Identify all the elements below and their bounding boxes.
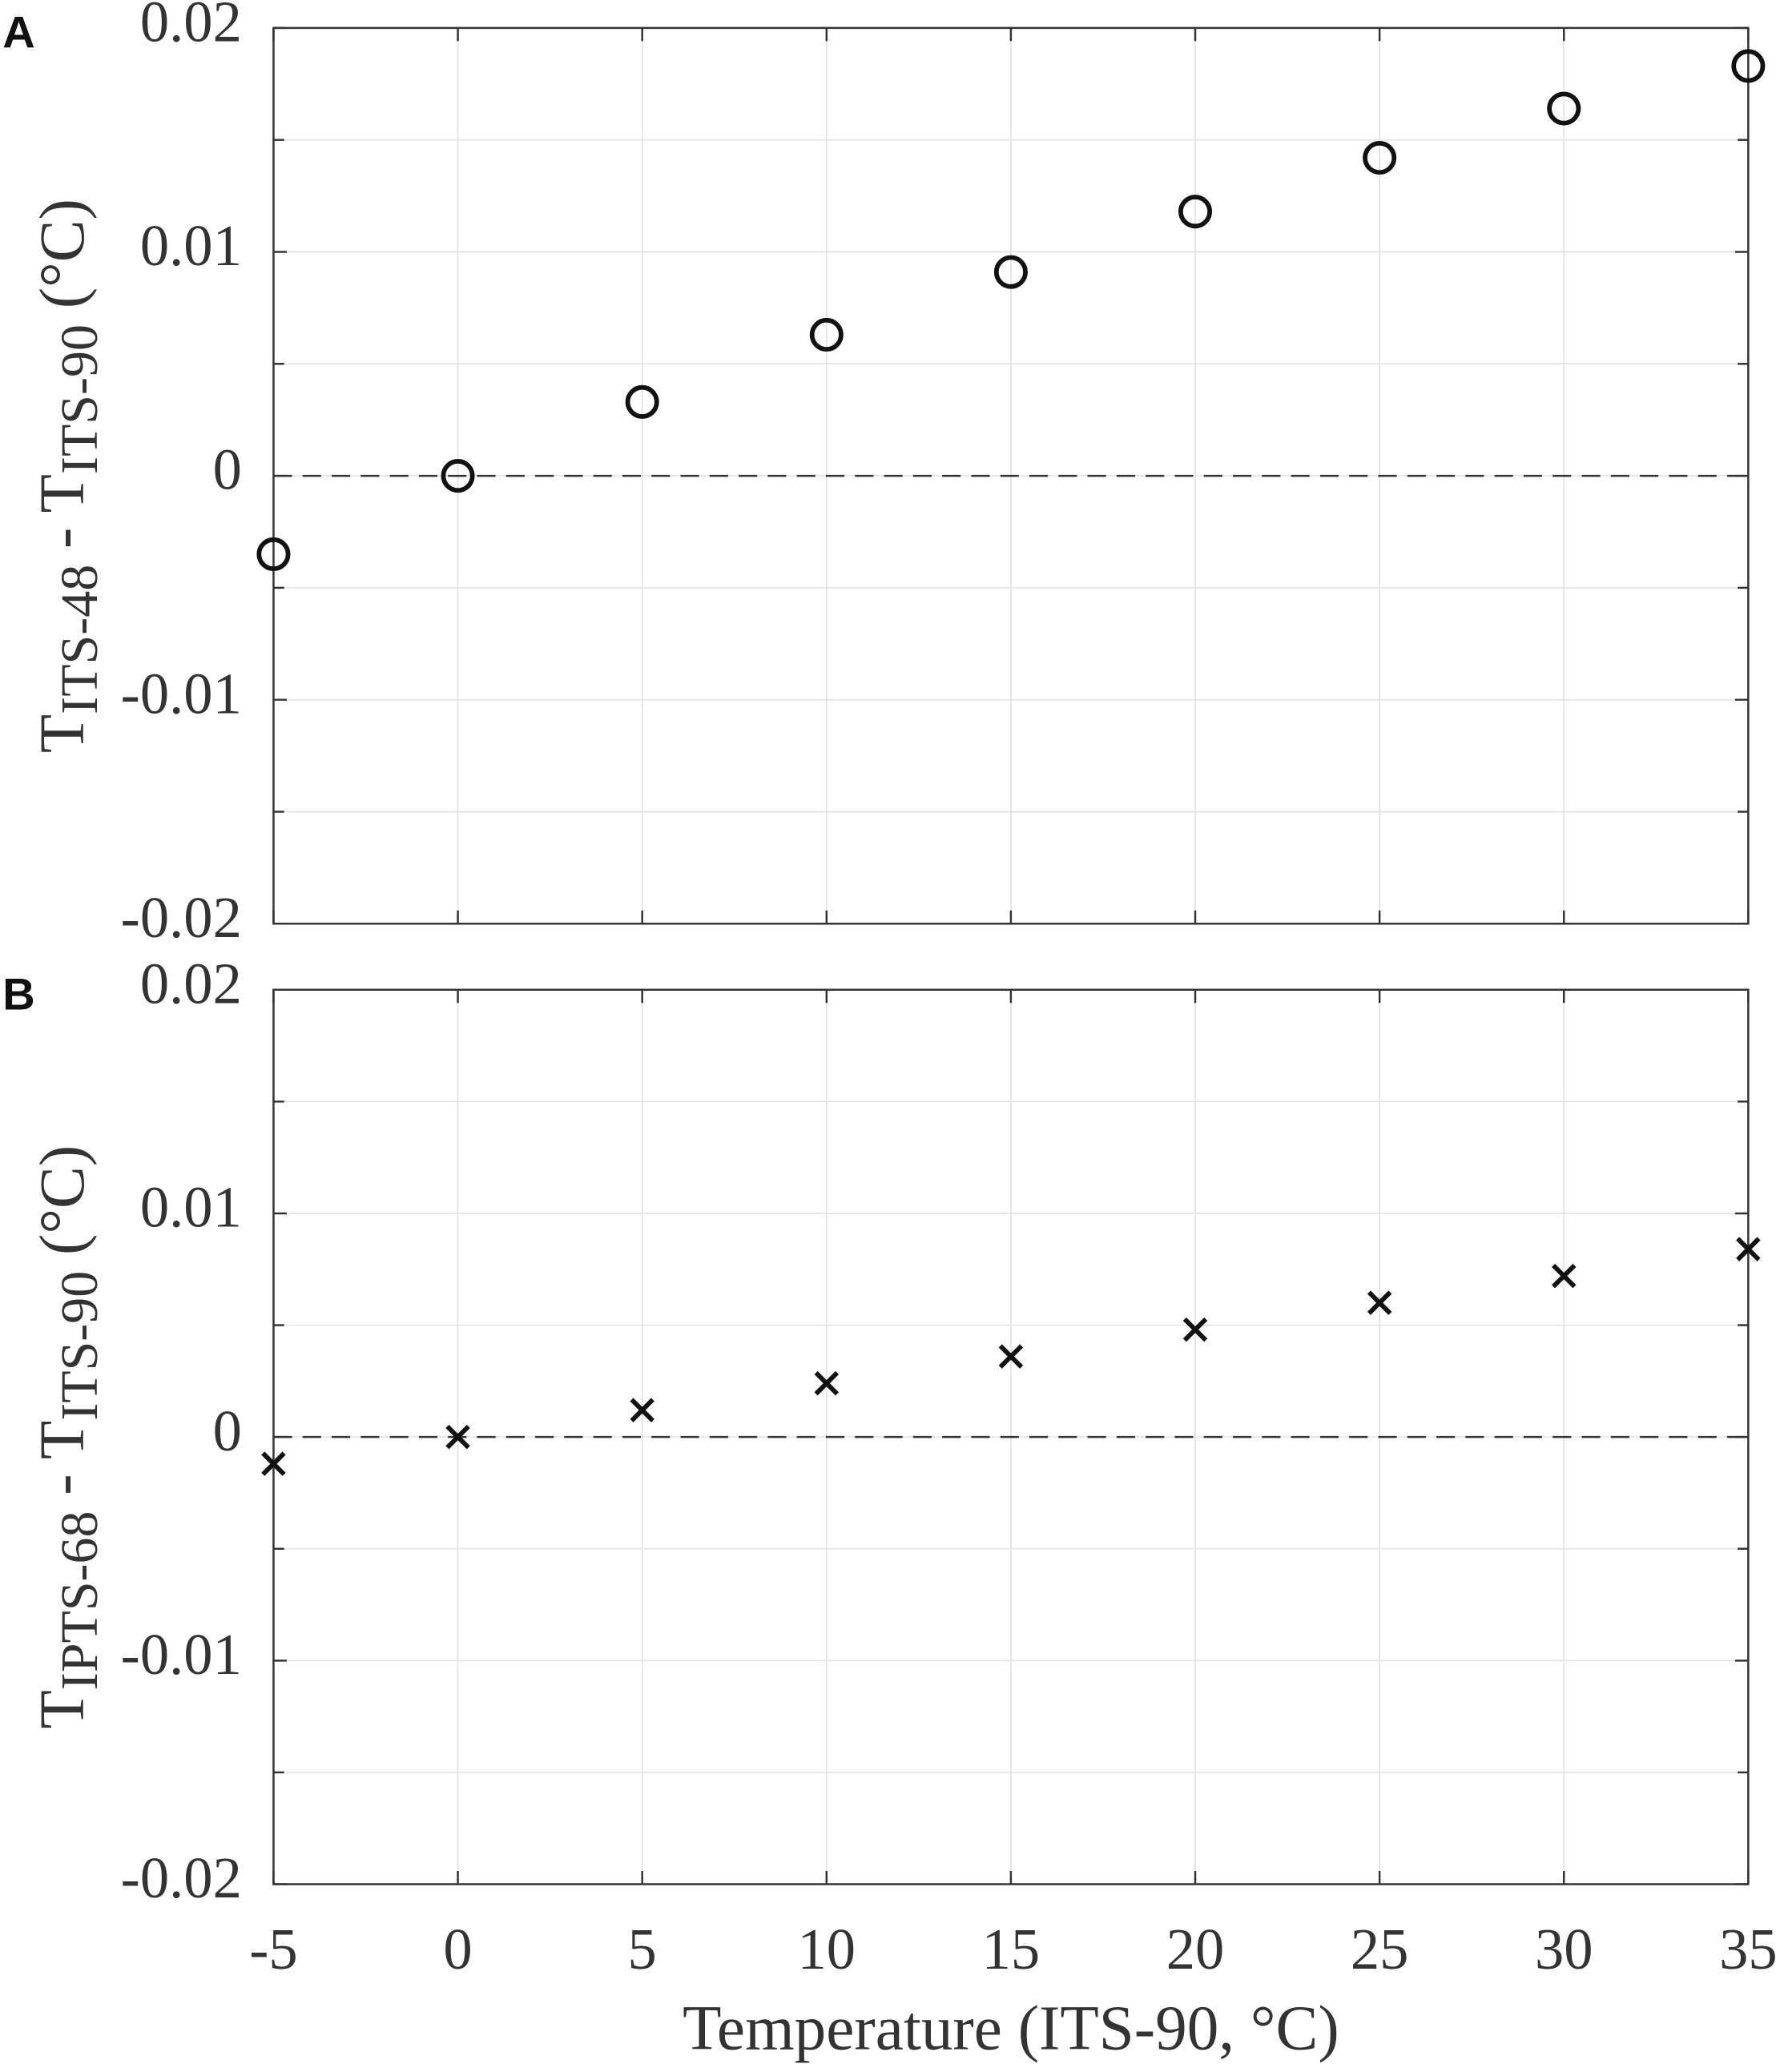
panel-label: A: [2, 7, 35, 58]
y-label-subscript: ITS-48: [50, 565, 109, 714]
marker: [256, 537, 291, 571]
y-label-subscript: IPTS-68: [50, 1511, 109, 1691]
x-tick-label: 0: [443, 1917, 472, 1981]
marker: [630, 1398, 654, 1422]
marker: [625, 384, 659, 419]
marker: [809, 317, 844, 352]
marker: [1367, 1290, 1392, 1315]
y-label-subscript: ITS-90: [50, 1271, 109, 1421]
y-tick-label: 0: [213, 437, 242, 502]
y-tick-label: 0.01: [140, 1175, 242, 1240]
y-tick-label: 0.01: [140, 213, 242, 278]
y-label-text: - T: [27, 1421, 98, 1511]
marker: [445, 1424, 470, 1450]
x-tick-label: -5: [249, 1917, 297, 1981]
y-label-text: (°C): [27, 1145, 98, 1271]
y-label-subscript: ITS-90: [50, 324, 109, 474]
marker: [1547, 91, 1581, 126]
marker: [261, 1451, 286, 1476]
marker: [1182, 1317, 1208, 1342]
y-tick-label: -0.01: [121, 1622, 242, 1687]
y-label-text: (°C): [27, 199, 98, 324]
y-label-text: T: [27, 714, 98, 753]
x-tick-label: 15: [982, 1917, 1041, 1981]
y-tick-label: -0.02: [121, 1845, 242, 1910]
y-tick-label: -0.02: [121, 885, 242, 950]
y-tick-label: -0.01: [121, 661, 242, 726]
marker: [1363, 141, 1397, 175]
x-tick-label: 30: [1535, 1917, 1593, 1981]
marker: [814, 1370, 840, 1396]
x-tick-label: 5: [628, 1917, 657, 1981]
x-tick-label: 20: [1166, 1917, 1225, 1981]
y-label-text: - T: [27, 474, 98, 565]
y-tick-label: 0.02: [140, 951, 242, 1016]
marker: [1736, 1237, 1761, 1261]
marker: [993, 255, 1028, 289]
x-tick-label: 35: [1719, 1917, 1776, 1981]
y-tick-label: 0.02: [140, 0, 242, 54]
y-tick-label: 0: [213, 1398, 242, 1463]
x-axis-label: Temperature (ITS-90, °C): [683, 1994, 1339, 2064]
marker: [1178, 195, 1213, 229]
marker: [441, 459, 475, 493]
marker: [998, 1344, 1024, 1369]
y-label-text: T: [27, 1690, 98, 1728]
marker: [1552, 1263, 1577, 1289]
marker: [1731, 49, 1766, 83]
panel-label: B: [2, 968, 35, 1019]
y-axis-label: TIPTS-68 - TITS-90 (°C): [27, 1145, 109, 1729]
y-axis-label: TITS-48 - TITS-90 (°C): [27, 199, 109, 753]
x-tick-label: 10: [798, 1917, 856, 1981]
x-tick-label: 25: [1351, 1917, 1409, 1981]
